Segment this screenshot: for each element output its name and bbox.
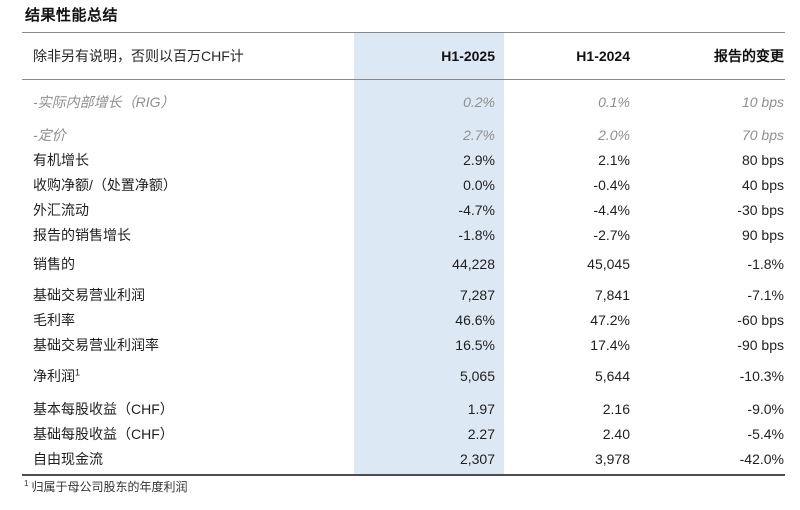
value-h1-2024: 3,978: [594, 450, 630, 467]
row-label: 报告的销售增长: [33, 226, 131, 243]
column-header-h1-2024: H1-2024: [576, 48, 630, 64]
table-row-fx: 外汇流动 -4.7% -4.4% -30 bps: [22, 197, 785, 222]
value-h1-2024: -0.4%: [593, 176, 630, 193]
row-label: 基础交易营业利润: [33, 286, 145, 303]
unit-note: 除非另有说明，否则以百万CHF计: [33, 48, 244, 64]
value-h1-2025: 2.27: [467, 425, 495, 442]
table-row-pricing: -定价 2.7% 2.0% 70 bps: [22, 122, 785, 147]
table-header-row: 除非另有说明，否则以百万CHF计 H1-2025 H1-2024 报告的变更: [22, 33, 785, 80]
footnote: 1 归属于母公司股东的年度利润: [24, 478, 187, 495]
value-h1-2024: 0.1%: [598, 93, 630, 110]
value-h1-2025: 1.97: [467, 400, 495, 417]
highlight-column: [354, 33, 504, 474]
value-h1-2024: 7,841: [594, 286, 630, 303]
value-change: -10.3%: [739, 367, 784, 384]
value-h1-2025: -1.8%: [458, 226, 495, 243]
value-h1-2024: 17.4%: [590, 336, 630, 353]
row-label: 基础交易营业利润率: [33, 336, 159, 353]
value-change: -90 bps: [737, 336, 784, 353]
value-h1-2024: 47.2%: [590, 311, 630, 328]
value-h1-2025: 2,307: [459, 450, 495, 467]
value-change: -30 bps: [737, 201, 784, 218]
value-change: -1.8%: [747, 255, 784, 272]
footnote-marker: 1: [24, 479, 29, 488]
value-h1-2024: 2.1%: [598, 151, 630, 168]
row-label: 毛利率: [33, 311, 75, 328]
row-label: 基本每股收益（CHF）: [33, 400, 174, 417]
value-h1-2024: 2.40: [602, 425, 630, 442]
results-table: 除非另有说明，否则以百万CHF计 H1-2025 H1-2024 报告的变更 -…: [22, 32, 785, 476]
value-change: 70 bps: [741, 126, 784, 143]
value-h1-2025: 2.7%: [463, 126, 495, 143]
value-change: -5.4%: [747, 425, 784, 442]
row-label: -定价: [33, 126, 66, 143]
table-row-underlying-eps: 基础每股收益（CHF） 2.27 2.40 -5.4%: [22, 421, 785, 446]
value-h1-2024: 2.16: [602, 400, 630, 417]
value-h1-2025: 0.0%: [463, 176, 495, 193]
value-change: 80 bps: [741, 151, 784, 168]
row-label: 销售的: [33, 255, 75, 272]
row-label: 自由现金流: [33, 450, 103, 467]
value-h1-2025: 5,065: [459, 367, 495, 384]
row-label: 收购净额/（处置净额）: [33, 176, 177, 193]
value-h1-2025: 16.5%: [455, 336, 495, 353]
footnote-text: 归属于母公司股东的年度利润: [31, 480, 188, 494]
table-row-basic-eps: 基本每股收益（CHF） 1.97 2.16 -9.0%: [22, 396, 785, 421]
value-h1-2024: 2.0%: [598, 126, 630, 143]
column-header-h1-2025: H1-2025: [441, 48, 495, 64]
row-label: 净利润1: [33, 366, 81, 384]
table-row-reported-sales-growth: 报告的销售增长 -1.8% -2.7% 90 bps: [22, 222, 785, 247]
table-row-underlying-trading-operating-profit: 基础交易营业利润 7,287 7,841 -7.1%: [22, 282, 785, 307]
table-row-free-cash-flow: 自由现金流 2,307 3,978 -42.0%: [22, 446, 785, 471]
value-change: -42.0%: [739, 450, 784, 467]
value-h1-2024: 45,045: [587, 255, 630, 272]
value-h1-2024: -2.7%: [593, 226, 630, 243]
table-row-organic-growth: 有机增长 2.9% 2.1% 80 bps: [22, 147, 785, 172]
row-label: -实际内部增长（RIG）: [33, 93, 175, 110]
table-row-rig: -实际内部增长（RIG） 0.2% 0.1% 10 bps: [22, 89, 785, 114]
table-row-net-acquisitions: 收购净额/（处置净额） 0.0% -0.4% 40 bps: [22, 172, 785, 197]
value-h1-2024: -4.4%: [593, 201, 630, 218]
value-change: -7.1%: [747, 286, 784, 303]
row-label: 有机增长: [33, 151, 89, 168]
value-change: -9.0%: [747, 400, 784, 417]
value-change: -60 bps: [737, 311, 784, 328]
value-h1-2025: 2.9%: [463, 151, 495, 168]
row-label: 外汇流动: [33, 201, 89, 218]
value-change: 40 bps: [741, 176, 784, 193]
column-header-change: 报告的变更: [714, 48, 784, 64]
value-h1-2025: -4.7%: [458, 201, 495, 218]
row-label: 基础每股收益（CHF）: [33, 425, 174, 442]
value-h1-2025: 44,228: [452, 255, 495, 272]
table-row-sales: 销售的 44,228 45,045 -1.8%: [22, 251, 785, 276]
table-row-utop-margin: 基础交易营业利润率 16.5% 17.4% -90 bps: [22, 332, 785, 357]
value-h1-2025: 46.6%: [455, 311, 495, 328]
table-row-gross-margin: 毛利率 46.6% 47.2% -60 bps: [22, 307, 785, 332]
page-title: 结果性能总结: [25, 7, 119, 24]
table-body: -实际内部增长（RIG） 0.2% 0.1% 10 bps -定价 2.7% 2…: [22, 89, 785, 474]
value-h1-2025: 0.2%: [463, 93, 495, 110]
value-change: 10 bps: [741, 93, 784, 110]
value-h1-2024: 5,644: [594, 367, 630, 384]
table-row-net-profit: 净利润1 5,065 5,644 -10.3%: [22, 363, 785, 388]
footnote-marker-sup: 1: [75, 366, 81, 377]
value-change: 90 bps: [741, 226, 784, 243]
value-h1-2025: 7,287: [459, 286, 495, 303]
